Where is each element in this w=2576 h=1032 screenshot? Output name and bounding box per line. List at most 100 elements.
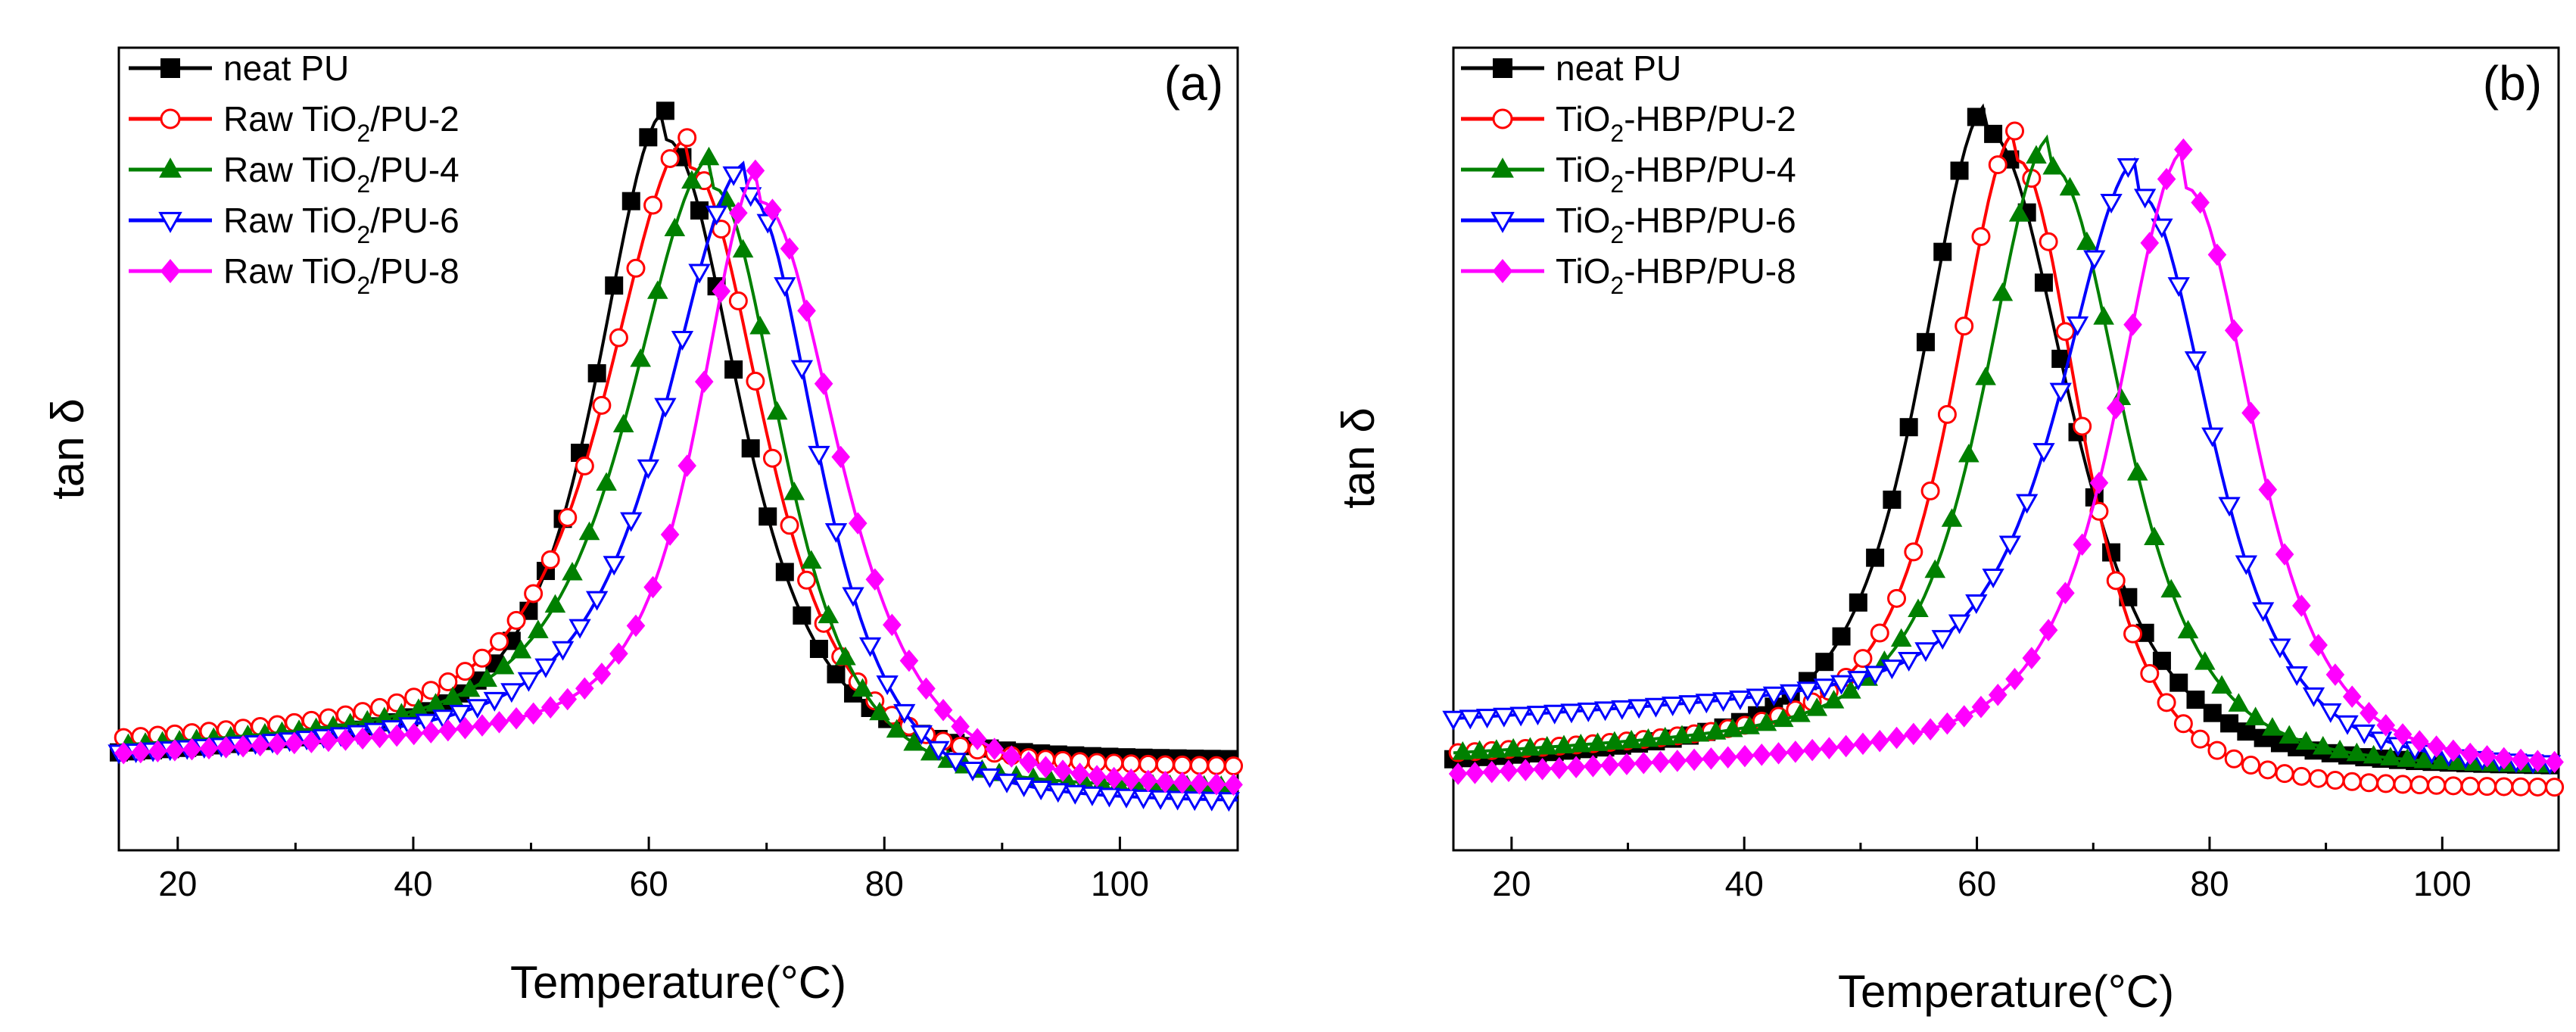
- data-point: [1519, 737, 1541, 756]
- data-point: [766, 401, 788, 420]
- legend-item: TiO2-HBP/PU-8: [1461, 251, 1796, 299]
- data-point: [2049, 382, 2072, 403]
- data-point: [2140, 663, 2160, 683]
- data-point: [2511, 748, 2531, 772]
- data-point: [883, 613, 902, 637]
- series-markers: [1452, 145, 2553, 773]
- series-neat-pu: [1444, 103, 2559, 775]
- data-point: [267, 733, 287, 756]
- data-point: [2100, 194, 2123, 214]
- data-point: [609, 328, 628, 348]
- data-point: [251, 734, 269, 757]
- x-tick-label: 100: [2413, 864, 2472, 903]
- legend-label: Raw TiO2/PU-6: [223, 201, 459, 248]
- data-point: [2329, 739, 2350, 759]
- data-point: [1702, 747, 1721, 770]
- data-point: [1486, 739, 1507, 758]
- data-point: [2032, 443, 2055, 463]
- data-point: [534, 658, 557, 678]
- data-point: [2237, 722, 2256, 741]
- data-point: [500, 683, 523, 703]
- data-point: [1121, 768, 1141, 791]
- data-point: [455, 662, 475, 681]
- data-point: [1853, 732, 1873, 756]
- data-point: [903, 731, 924, 751]
- data-point: [1684, 748, 1704, 772]
- data-point: [814, 373, 833, 395]
- data-point: [1064, 784, 1086, 805]
- data-point: [1769, 742, 1788, 765]
- data-point: [2269, 638, 2291, 659]
- data-point: [2369, 731, 2393, 752]
- data-point: [818, 604, 839, 624]
- data-point: [2177, 619, 2199, 639]
- data-point: [681, 170, 702, 189]
- data-point: [421, 721, 441, 744]
- data-point: [1448, 762, 1468, 785]
- data-point: [609, 642, 628, 666]
- data-point: [2144, 526, 2165, 545]
- data-point: [646, 280, 668, 299]
- data-point: [1955, 316, 1974, 336]
- data-point: [2207, 243, 2227, 267]
- data-point: [2123, 313, 2142, 336]
- data-point: [1695, 694, 1718, 714]
- data-point: [1224, 756, 1244, 775]
- data-point: [869, 701, 890, 721]
- data-point: [1887, 588, 1907, 608]
- data-point: [1566, 756, 1586, 778]
- data-point: [1149, 790, 1172, 810]
- data-point: [1948, 614, 1971, 634]
- data-point: [1813, 678, 1836, 699]
- data-point: [1786, 740, 1805, 763]
- data-point: [917, 677, 936, 700]
- data-point: [2157, 693, 2176, 712]
- data-point: [562, 562, 583, 581]
- data-point: [643, 575, 662, 599]
- data-point: [967, 728, 987, 750]
- data-point: [2410, 730, 2429, 753]
- data-point: [2106, 397, 2126, 419]
- data-point: [1982, 568, 2004, 588]
- data-point: [1550, 756, 1569, 780]
- data-point: [524, 702, 543, 725]
- legend-label: Raw TiO2/PU-4: [223, 150, 459, 198]
- data-point: [490, 711, 509, 734]
- data-point: [1847, 671, 1870, 691]
- data-point: [824, 523, 848, 544]
- data-point: [2409, 775, 2429, 795]
- x-tick-label: 60: [1958, 864, 1996, 903]
- data-point: [722, 166, 745, 186]
- data-point: [654, 398, 677, 418]
- data-point: [1832, 627, 1851, 646]
- data-point: [2325, 663, 2345, 686]
- data-point: [2140, 232, 2160, 254]
- data-point: [1207, 756, 1226, 775]
- data-point: [2528, 750, 2547, 772]
- data-point: [1098, 787, 1121, 808]
- data-point: [2117, 158, 2140, 179]
- data-point: [626, 614, 646, 638]
- data-point: [466, 699, 489, 719]
- data-point: [578, 521, 600, 541]
- legend-item: Raw TiO2/PU-8: [129, 251, 459, 299]
- data-point: [1823, 690, 1845, 709]
- data-point: [2005, 121, 2025, 141]
- legend-item: Raw TiO2/PU-2: [129, 99, 459, 147]
- data-point: [2359, 773, 2378, 793]
- data-point: [951, 715, 970, 738]
- data-point: [2008, 203, 2030, 222]
- data-point: [1611, 700, 1634, 720]
- data-point: [387, 724, 406, 747]
- data-point: [1806, 697, 1828, 716]
- data-point: [2167, 277, 2190, 298]
- data-point: [2241, 756, 2261, 775]
- data-point: [1722, 719, 1743, 737]
- data-point: [1047, 783, 1070, 803]
- legend-item: neat PU: [129, 48, 349, 88]
- y-axis-title: tan δ: [1333, 407, 1384, 508]
- data-point: [1081, 786, 1104, 806]
- data-point: [2477, 777, 2497, 797]
- data-point: [1156, 770, 1175, 793]
- panel-label: (b): [2483, 56, 2542, 111]
